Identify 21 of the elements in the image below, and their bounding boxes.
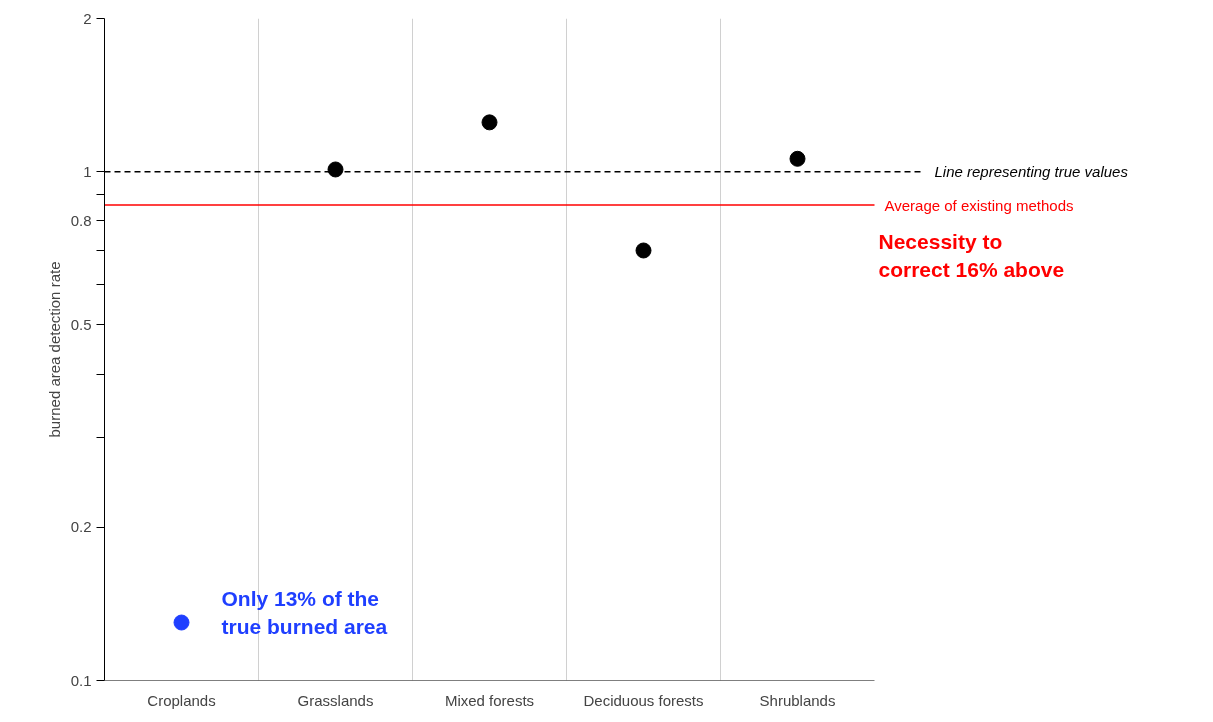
x-tick-label: Mixed forests	[444, 691, 535, 709]
point	[635, 242, 652, 259]
x-tick-label: Shrublands	[759, 691, 836, 709]
y-tick-label: 2	[83, 9, 92, 27]
y-tick-label: 0.2	[70, 518, 92, 536]
ref-line-label: Average of existing methods	[884, 196, 1074, 214]
x-tick-label: Grasslands	[297, 691, 374, 709]
y-tick-label: 0.5	[70, 315, 92, 333]
point	[481, 114, 498, 131]
point	[789, 150, 806, 167]
y-tick-label: 0.1	[70, 671, 92, 689]
y-tick-label: 0.8	[70, 211, 92, 229]
y-axis-title: burned area detection rate	[45, 261, 63, 438]
x-tick-label: Deciduous forests	[583, 691, 704, 709]
ref-line-label: Line representing true values	[934, 163, 1129, 181]
point	[327, 161, 344, 178]
annotation: Only 13% of the true burned area	[221, 587, 388, 638]
y-tick-label: 1	[83, 162, 92, 180]
x-tick-label: Croplands	[147, 691, 216, 709]
point	[173, 614, 190, 631]
text: Necessity to correct 16% above	[878, 230, 1065, 281]
